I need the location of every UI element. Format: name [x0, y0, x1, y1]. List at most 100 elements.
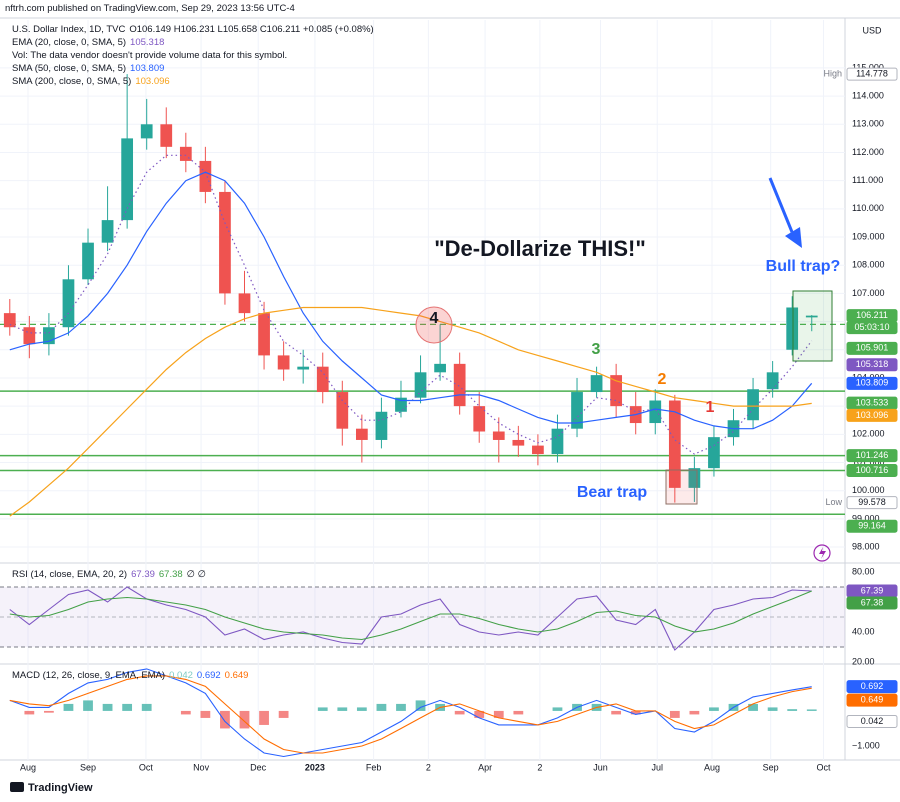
histogram-bar: [102, 703, 113, 711]
histogram-bar: [239, 710, 250, 729]
macd-label-bg: [846, 680, 898, 694]
histogram-bar: [748, 703, 758, 711]
y-tick-label: 107.000: [852, 288, 885, 298]
line: [9, 171, 813, 430]
price-label: 103.096: [856, 410, 889, 420]
legend-name: RSI (14, close, EMA, 20, 2): [12, 569, 128, 580]
bear-trap-label: Bear trap: [577, 484, 647, 501]
x-tick-label: Jul: [651, 762, 663, 772]
candle-body: [336, 392, 349, 429]
histogram-bar: [767, 707, 778, 711]
x-tick-label: Apr: [478, 762, 492, 772]
legend-value: 0.692: [196, 670, 221, 681]
sma200-legend: SMA (200, close, 0, SMA, 5) 103.096: [12, 76, 174, 87]
histogram-bar: [513, 710, 524, 715]
symbol: U.S. Dollar Index, 1D, TVC: [12, 24, 126, 35]
price-label: 99.578: [858, 497, 886, 507]
candle-body: [805, 315, 818, 318]
x-tick-label: Feb: [366, 762, 382, 772]
candle-body: [688, 468, 701, 488]
line: [9, 590, 812, 641]
price-label: 99.164: [858, 521, 886, 531]
price-label-bg: [846, 358, 898, 372]
macd-label: 0.042: [861, 716, 884, 726]
price-label-bg: [846, 464, 898, 478]
legend-value: 67.38: [158, 569, 183, 580]
x-tick-label: Dec: [250, 762, 267, 772]
y-tick-label: 99.000: [852, 513, 880, 523]
y-tick-label: 108.000: [852, 260, 885, 270]
ema-legend: EMA (20, close, 0, SMA, 5) 105.318: [12, 37, 168, 48]
x-tick-label: Aug: [20, 762, 36, 772]
histogram-bar: [493, 710, 504, 718]
line: [9, 306, 812, 517]
price-label: 105.318: [856, 359, 889, 369]
candle-body: [766, 372, 779, 390]
histogram-bar: [611, 710, 622, 715]
candle-body: [512, 439, 525, 446]
arrow-head: [785, 227, 802, 248]
price-label-bg: [846, 449, 898, 463]
wave-4-circle: [415, 306, 453, 344]
price-label: 106.211: [856, 310, 888, 320]
line: [9, 586, 812, 651]
candle-body: [551, 428, 564, 455]
histogram-bar: [278, 710, 289, 718]
price-label-bg: [846, 519, 898, 533]
price-label-bg: [846, 496, 898, 510]
high-label: High: [823, 69, 842, 79]
price-label: 100.716: [856, 465, 889, 475]
countdown-bg: [846, 321, 898, 335]
candle-body: [101, 220, 114, 243]
countdown: 05:03:10: [854, 322, 889, 332]
wave-label: 1: [706, 399, 715, 416]
candle-body: [3, 313, 16, 328]
x-tick-label: Oct: [816, 762, 831, 772]
bull-trap-box: [792, 290, 833, 362]
candle-body: [160, 124, 173, 147]
price-label-bg: [846, 408, 898, 422]
x-tick-label: 2023: [305, 762, 325, 772]
ohlc: O106.149 H106.231 L105.658 C106.211 +0.0…: [129, 24, 374, 35]
histogram-bar: [709, 707, 719, 711]
y-tick-label: 98.000: [852, 541, 880, 551]
rsi-label: 67.38: [861, 597, 884, 607]
candle-body: [140, 124, 153, 139]
histogram-bar: [454, 710, 465, 715]
y-tick-label: 111.000: [852, 175, 883, 185]
x-tick-label: Sep: [763, 762, 779, 772]
rsi-label: 67.39: [861, 585, 884, 595]
candle-body: [492, 431, 505, 440]
price-label-bg: [846, 341, 898, 355]
legend-value: 105.318: [130, 37, 165, 48]
legend-value: 103.096: [135, 76, 170, 87]
candle-body: [747, 389, 759, 421]
candle-body: [43, 327, 55, 345]
histogram-bar: [44, 710, 54, 713]
histogram-bar: [356, 707, 367, 711]
candle-body: [786, 307, 799, 350]
high-value: 114.778: [856, 69, 888, 79]
y-tick-label: −1.000: [852, 740, 880, 750]
candle-body: [414, 372, 427, 398]
macd-label-bg: [846, 693, 898, 707]
line: [9, 668, 812, 758]
histogram-bar: [24, 710, 35, 715]
y-tick-label: 40.00: [852, 626, 875, 636]
x-tick-label: 2: [426, 762, 431, 772]
candle-body: [590, 375, 603, 393]
y-tick-label: 100.000: [852, 485, 885, 495]
x-tick-label: 2: [537, 762, 542, 772]
x-tick-label: Jun: [593, 762, 608, 772]
histogram-bar: [259, 710, 269, 725]
sma50-legend: SMA (50, close, 0, SMA, 5) 103.809: [12, 63, 168, 74]
candle-body: [668, 400, 681, 488]
price-label: 103.809: [856, 378, 889, 388]
histogram-bar: [63, 703, 74, 711]
brand: TradingView: [28, 782, 93, 794]
legend-value: 0.649: [224, 670, 249, 681]
legend-name: SMA (200, close, 0, SMA, 5): [12, 76, 132, 87]
y-tick-label: 114.000: [852, 90, 884, 100]
